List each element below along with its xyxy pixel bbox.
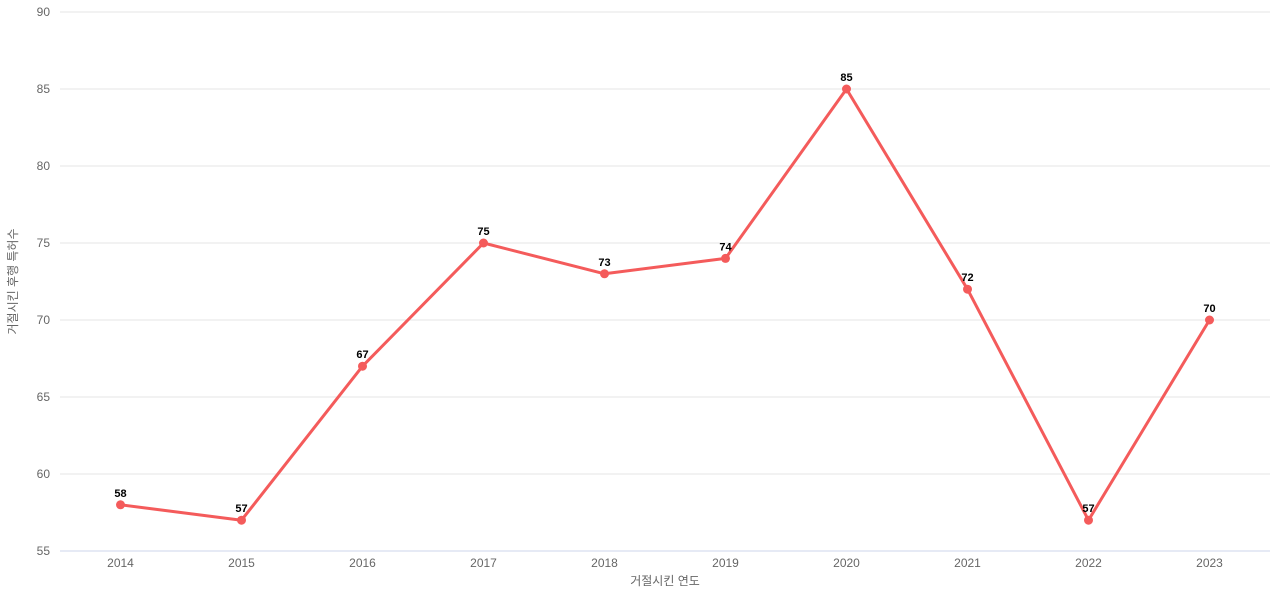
y-tick-label: 80 (37, 159, 51, 173)
y-tick-label: 60 (37, 467, 51, 481)
gridlines (60, 11, 1270, 552)
data-point[interactable] (1084, 515, 1093, 525)
data-label: 67 (356, 349, 368, 361)
data-label: 75 (477, 226, 489, 238)
x-tick-label: 2022 (1075, 556, 1102, 570)
x-axis-title: 거절시킨 연도 (630, 574, 700, 588)
data-label: 72 (961, 272, 973, 284)
data-label: 73 (598, 257, 610, 269)
y-tick-label: 55 (37, 544, 51, 558)
x-tick-label: 2017 (470, 556, 497, 570)
data-label: 74 (719, 241, 732, 253)
x-tick-label: 2021 (954, 556, 981, 570)
data-label: 57 (1082, 503, 1094, 515)
y-axis-tick-labels: 55 60 65 70 75 80 85 90 (37, 5, 51, 558)
data-point[interactable] (842, 84, 851, 94)
data-point[interactable] (600, 269, 609, 279)
x-tick-label: 2019 (712, 556, 739, 570)
x-tick-label: 2014 (107, 556, 134, 570)
data-point[interactable] (479, 238, 488, 248)
y-tick-label: 90 (37, 5, 51, 19)
y-tick-label: 65 (37, 390, 51, 404)
x-tick-label: 2020 (833, 556, 860, 570)
x-axis-tick-labels: 2014 2015 2016 2017 2018 2019 2020 2021 2022 2023 (107, 556, 1223, 570)
data-point-markers (116, 84, 1214, 525)
x-tick-label: 2015 (228, 556, 255, 570)
data-point[interactable] (358, 361, 367, 371)
data-point[interactable] (237, 515, 246, 525)
series-path (119, 87, 1211, 522)
y-axis-title: 거절시킨 후행 특허수 (5, 228, 20, 334)
data-point[interactable] (1205, 315, 1214, 325)
series-line (119, 87, 1211, 522)
x-tick-label: 2018 (591, 556, 618, 570)
data-point[interactable] (721, 253, 730, 263)
data-label: 70 (1203, 303, 1215, 315)
data-labels: 58 57 67 75 73 74 85 72 57 70 (114, 72, 1215, 515)
y-tick-label: 85 (37, 82, 51, 96)
y-tick-label: 75 (37, 236, 51, 250)
data-point[interactable] (116, 500, 125, 510)
data-label: 85 (840, 72, 852, 84)
x-tick-label: 2023 (1196, 556, 1223, 570)
data-point[interactable] (963, 284, 972, 294)
x-tick-label: 2016 (349, 556, 376, 570)
data-label: 58 (114, 488, 126, 500)
data-label: 57 (235, 503, 247, 515)
y-tick-label: 70 (37, 313, 51, 327)
